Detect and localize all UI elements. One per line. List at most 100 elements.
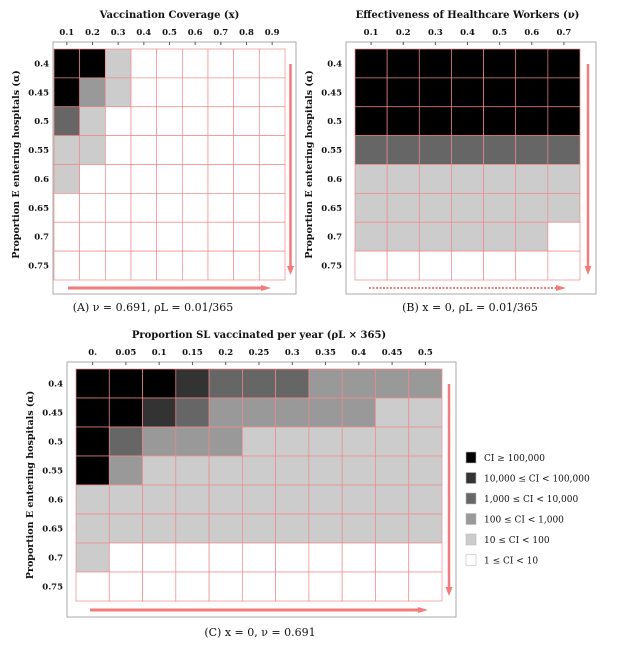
heatmap-cell xyxy=(233,221,260,252)
chart-title: Proportion SL vaccinated per year (ρL × … xyxy=(132,330,386,341)
heatmap-cell xyxy=(142,455,177,486)
horizontal-arrow-head xyxy=(556,285,566,291)
heatmap-cell xyxy=(130,193,158,223)
heatmap-cell xyxy=(308,455,343,486)
heatmap-cell xyxy=(53,48,81,79)
heatmap-cell xyxy=(515,164,549,194)
x-tick-label: 0.6 xyxy=(524,28,539,38)
heatmap-cell xyxy=(104,164,132,194)
heatmap-cell xyxy=(341,426,376,457)
legend-swatch xyxy=(465,533,477,546)
heatmap-cell xyxy=(258,221,286,252)
x-tick-label: 0.2 xyxy=(396,28,411,38)
heatmap-cell xyxy=(258,193,286,223)
heatmap-cell xyxy=(547,48,581,79)
heatmap-cell xyxy=(79,106,106,136)
heatmap-cell xyxy=(547,164,581,194)
heatmap-cell xyxy=(233,48,260,79)
heatmap-cell xyxy=(386,193,420,223)
heatmap-cell xyxy=(156,221,183,252)
heatmap-cell xyxy=(75,571,110,602)
heatmap-cell xyxy=(375,542,410,573)
heatmap-cell xyxy=(175,397,210,428)
heatmap-cell xyxy=(258,135,286,165)
plot-frame xyxy=(345,41,597,295)
y-tick-label: 0.45 xyxy=(321,88,342,98)
heatmap-cell xyxy=(386,221,420,252)
chart-title: Effectiveness of Healthcare Workers (ν) xyxy=(356,10,580,21)
heatmap-cell xyxy=(483,77,517,108)
chart-title: Vaccination Coverage (x) xyxy=(99,10,240,21)
heatmap-cell xyxy=(483,193,517,223)
heatmap-cell xyxy=(242,571,276,602)
heatmap-cell xyxy=(483,135,517,165)
heatmap-cell xyxy=(181,164,209,194)
heatmap-cell xyxy=(308,542,343,573)
y-tick-label: 0.7 xyxy=(327,233,342,243)
y-tick-label: 0.55 xyxy=(42,467,63,477)
y-axis-label: Proportion E entering hospitals (α) xyxy=(25,391,36,579)
heatmap-panel-b: Effectiveness of Healthcare Workers (ν) 0… xyxy=(304,10,597,314)
heatmap-cell xyxy=(79,250,106,281)
heatmap-cell xyxy=(108,397,143,428)
heatmap-cell xyxy=(156,77,183,108)
heatmap-cell xyxy=(75,484,110,515)
heatmap-cell xyxy=(451,250,484,281)
heatmap-cell xyxy=(208,484,243,515)
y-tick-label: 0.4 xyxy=(34,59,49,69)
heatmap-cell xyxy=(354,250,388,281)
heatmap-cell xyxy=(53,135,81,165)
heatmap-cell xyxy=(386,106,420,136)
y-tick-label: 0.5 xyxy=(34,117,49,127)
heatmap-cell xyxy=(408,542,443,573)
x-tick-label: 0.7 xyxy=(213,28,228,38)
heatmap-cell xyxy=(386,48,420,79)
heatmap-cell xyxy=(258,250,286,281)
heatmap-cell xyxy=(75,397,110,428)
heatmap-cell xyxy=(142,397,177,428)
heatmap-cell xyxy=(386,250,420,281)
panel-caption: (B) x = 0, ρL = 0.01/365 xyxy=(402,301,538,314)
heatmap-cell xyxy=(104,48,132,79)
heatmap-cell xyxy=(418,106,452,136)
heatmap-cell xyxy=(53,164,81,194)
heatmap-cell xyxy=(181,221,209,252)
heatmap-cell xyxy=(375,513,410,544)
heatmap-cell xyxy=(175,571,210,602)
y-tick-label: 0.4 xyxy=(48,380,63,390)
heatmap-cell xyxy=(375,397,410,428)
legend-swatch xyxy=(465,451,477,464)
heatmap-cell xyxy=(341,455,376,486)
heatmap-cell xyxy=(375,484,410,515)
legend-swatch xyxy=(465,554,477,566)
heatmap-cell xyxy=(354,106,388,136)
heatmap-cell xyxy=(207,135,235,165)
legend-swatch xyxy=(465,513,477,525)
heatmap-cell xyxy=(108,571,143,602)
heatmap-cell xyxy=(142,513,177,544)
heatmap-cell xyxy=(207,193,235,223)
panel-caption: (C) x = 0, ν = 0.691 xyxy=(204,626,315,639)
y-tick-label: 0.7 xyxy=(34,233,49,243)
x-tick-label: 0.9 xyxy=(265,28,280,38)
heatmap-cell xyxy=(156,106,183,136)
heatmap-cell xyxy=(451,193,484,223)
heatmap-cell xyxy=(515,106,549,136)
heatmap-cell xyxy=(275,368,310,399)
heatmap-cell xyxy=(341,368,376,399)
heatmap-cell xyxy=(207,77,235,108)
heatmap-cell xyxy=(130,106,158,136)
heatmap-cell xyxy=(142,426,177,457)
heatmap-cell xyxy=(181,48,209,79)
heatmap-cell xyxy=(483,221,517,252)
x-tick-label: 0.5 xyxy=(492,28,507,38)
heatmap-cell xyxy=(233,77,260,108)
y-tick-label: 0.45 xyxy=(28,88,49,98)
heatmap-cell xyxy=(181,135,209,165)
heatmap-cell xyxy=(451,135,484,165)
x-tick-label: 0.3 xyxy=(428,28,443,38)
heatmap-cell xyxy=(451,221,484,252)
heatmap-cell xyxy=(408,484,443,515)
